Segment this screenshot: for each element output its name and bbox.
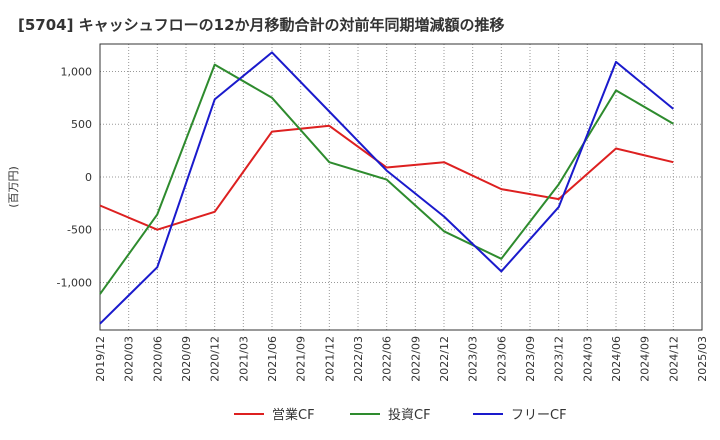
x-tick-label: 2023/06 (495, 336, 508, 382)
x-tick-label: 2021/12 (323, 336, 336, 382)
x-tick-label: 2023/12 (553, 336, 566, 382)
y-tick-label: -500 (67, 224, 92, 237)
chart-title: [5704] キャッシュフローの12か月移動合計の対前年同期増減額の推移 (18, 16, 505, 34)
legend-label-3: フリーCF (511, 408, 567, 423)
series-line-3 (99, 51, 674, 325)
x-tick-label: 2020/12 (209, 336, 222, 382)
x-tick-label: 2019/12 (94, 336, 107, 382)
series-line-1 (99, 124, 674, 231)
series-line-2 (99, 63, 674, 295)
x-tick-label: 2024/12 (667, 336, 680, 382)
x-tick-label: 2021/06 (266, 336, 279, 382)
x-tick-label: 2022/06 (381, 336, 394, 382)
x-tick-label: 2025/03 (696, 336, 709, 382)
x-tick-label: 2024/03 (581, 336, 594, 382)
x-tick-label: 2020/09 (180, 336, 193, 382)
x-tick-label: 2024/09 (639, 336, 652, 382)
x-tick-label: 2022/12 (438, 336, 451, 382)
y-tick-label: 0 (85, 171, 92, 184)
x-tick-label: 2024/06 (610, 336, 623, 382)
x-tick-label: 2020/03 (123, 336, 136, 382)
legend-label-2: 投資CF (388, 407, 431, 423)
y-tick-label: 500 (71, 118, 92, 131)
plot-border (99, 43, 703, 331)
y-tick-label: -1,000 (57, 277, 92, 290)
y-tick-label: 1,000 (61, 65, 93, 78)
x-tick-label: 2023/03 (467, 336, 480, 382)
x-tick-label: 2022/03 (352, 336, 365, 382)
x-tick-label: 2021/09 (295, 336, 308, 382)
legend-label-1: 営業CF (272, 407, 315, 423)
x-tick-label: 2023/09 (524, 336, 537, 382)
plot-area (100, 44, 702, 330)
y-axis-label: (百万円) (7, 166, 20, 208)
x-tick-label: 2022/09 (409, 336, 422, 382)
x-tick-label: 2021/03 (237, 336, 250, 382)
x-tick-label: 2020/06 (151, 336, 164, 382)
